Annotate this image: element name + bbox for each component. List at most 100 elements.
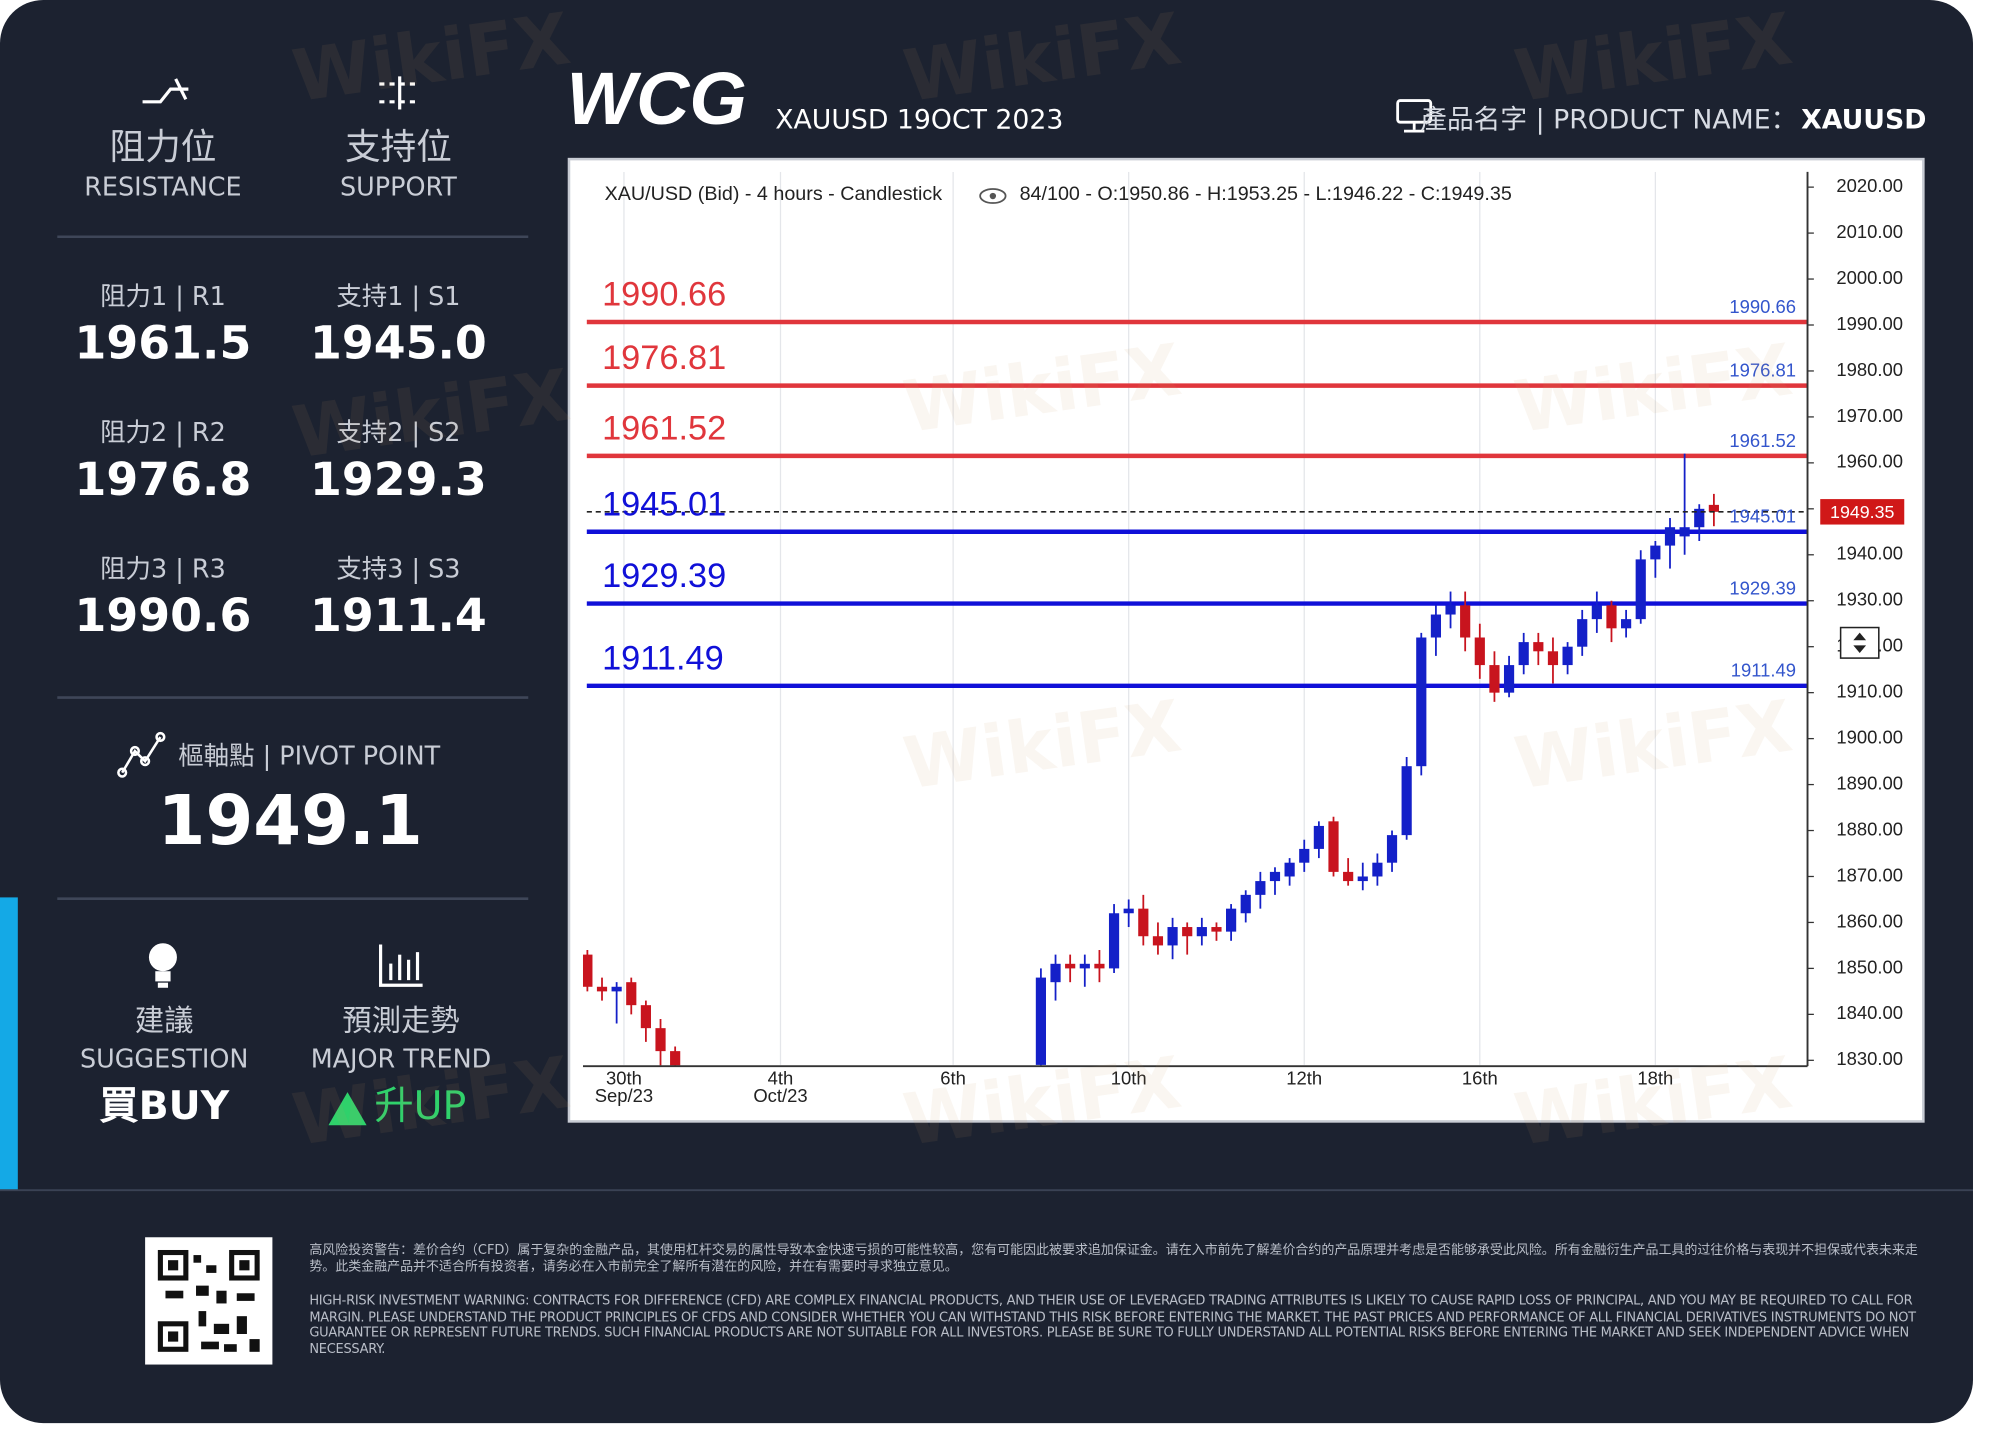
candle-body <box>1123 908 1134 914</box>
candle-body <box>1694 508 1705 528</box>
candle-body <box>1577 619 1588 647</box>
candle-body <box>1079 963 1090 969</box>
qr-code <box>145 1237 273 1365</box>
candle-body <box>1372 862 1383 877</box>
support-icon <box>379 76 421 110</box>
y-tick-label: 1890.00 <box>1836 772 1903 793</box>
candle-body <box>655 1028 666 1052</box>
candle-body <box>1167 927 1178 946</box>
x-tick-label: 18th <box>1637 1067 1673 1088</box>
chart: 30th Sep/23 4th Oct/23 6th 10th 12th 16th 18th 18… <box>582 171 1905 1106</box>
resistance-heading-en: RESISTANCE <box>84 172 241 202</box>
scale-control <box>1839 626 1880 659</box>
accent-strip <box>0 897 18 1191</box>
pivot-label: 樞軸點 | PIVOT POINT <box>178 741 440 771</box>
level-tag: 1911.49 <box>1731 660 1796 681</box>
level-label: 1961.52 <box>602 410 726 448</box>
support-value: 1911.4 <box>310 588 487 642</box>
pivot-value: 1949.1 <box>158 781 423 861</box>
last-price-label: 1949.35 <box>1830 502 1894 522</box>
candle-body <box>1386 835 1398 863</box>
y-tick-label: 1940.00 <box>1836 543 1903 564</box>
candle-body <box>1284 862 1295 877</box>
candle-body <box>1343 871 1354 882</box>
candle-body <box>611 986 622 992</box>
trend-value: 升UP <box>374 1083 466 1129</box>
x-tick-label: 6th <box>940 1067 966 1088</box>
candle-body <box>1328 821 1339 872</box>
pivot-icon <box>117 731 166 778</box>
y-tick-label: 1870.00 <box>1836 864 1903 885</box>
candle-body <box>1518 642 1529 666</box>
product-label: 產品名字 | PRODUCT NAME： <box>1420 104 1797 135</box>
candle-body <box>1108 913 1120 969</box>
header-subtitle: XAUUSD 19OCT 2023 <box>775 104 1063 135</box>
scale-control-arrows <box>1853 632 1867 653</box>
candle-body <box>1562 646 1573 666</box>
candle-body <box>1269 871 1281 882</box>
support-label: 支持3 | S3 <box>336 554 460 584</box>
candle-body <box>670 1051 681 1066</box>
disclaimer-en: HIGH-RISK INVESTMENT WARNING: CONTRACTS … <box>309 1294 1916 1357</box>
plot <box>582 171 1808 1066</box>
candle-body <box>1621 619 1632 629</box>
support-label: 支持1 | S1 <box>336 282 460 312</box>
suggestion-value: 買BUY <box>99 1083 230 1129</box>
eye-icon <box>979 188 1007 204</box>
x-tick-label: 12th <box>1286 1067 1322 1088</box>
y-tick-label: 1930.00 <box>1836 589 1903 610</box>
candle-body <box>1226 908 1237 932</box>
y-tick-label: 2000.00 <box>1836 267 1903 288</box>
resistance-value: 1961.5 <box>75 316 252 370</box>
candle-body <box>596 986 608 992</box>
chart-subtitle: 84/100 - O:1950.86 - H:1953.25 - L:1946.… <box>1020 183 1512 205</box>
resistance-label: 阻力2 | R2 <box>100 418 226 448</box>
level-label: 1911.49 <box>602 639 724 677</box>
x-tick-label: 10th <box>1111 1067 1147 1088</box>
y-tick-label: 1970.00 <box>1836 405 1903 426</box>
level-tag: 1976.81 <box>1729 359 1796 380</box>
candle-body <box>1035 977 1046 1065</box>
candle-body <box>626 982 637 1006</box>
x-tick-label: 4th Oct/23 <box>753 1067 807 1106</box>
y-tick-label: 1830.00 <box>1836 1048 1903 1069</box>
level-tag: 1929.39 <box>1729 577 1796 598</box>
candle-body <box>1635 559 1646 620</box>
candle-body <box>1679 527 1690 537</box>
resistance-heading: 阻力位 <box>109 127 216 168</box>
resistance-value: 1990.6 <box>75 588 252 642</box>
resistance-label: 阻力1 | R1 <box>100 282 226 312</box>
candle-body <box>1138 908 1149 937</box>
y-tick-label: 1980.00 <box>1836 359 1903 380</box>
eye-pupil <box>989 192 997 200</box>
monitor-icon <box>1396 99 1433 133</box>
trend-heading: 預測走勢 <box>342 1004 459 1038</box>
level-label: 1945.01 <box>602 485 726 523</box>
support-heading: 支持位 <box>345 127 452 168</box>
level-tag: 1945.01 <box>1729 506 1796 527</box>
x-tick-label: 30th Sep/23 <box>595 1067 653 1106</box>
candle-body <box>1489 665 1500 693</box>
candle-body <box>1094 963 1105 969</box>
plot-area <box>582 171 1808 1066</box>
y-tick-label: 1860.00 <box>1836 910 1903 931</box>
candle-body <box>1050 963 1061 983</box>
level-tag: 1990.66 <box>1729 296 1796 317</box>
candle-body <box>1474 637 1485 666</box>
trend-heading-en: MAJOR TREND <box>311 1044 492 1074</box>
y-tick-label: 2010.00 <box>1836 221 1903 242</box>
candle-body <box>1445 605 1456 615</box>
candle-body <box>1182 927 1193 937</box>
candle-body <box>1430 614 1442 638</box>
candle-body <box>1503 665 1515 693</box>
candle-body <box>1240 894 1251 914</box>
candle-body <box>1065 963 1076 969</box>
candle-body <box>1591 605 1602 620</box>
level-label: 1990.66 <box>602 276 726 314</box>
candle-body <box>1416 637 1427 767</box>
resistance-label: 阻力3 | R3 <box>100 554 226 584</box>
candle-body <box>1664 527 1676 546</box>
candle-body <box>1606 605 1617 629</box>
